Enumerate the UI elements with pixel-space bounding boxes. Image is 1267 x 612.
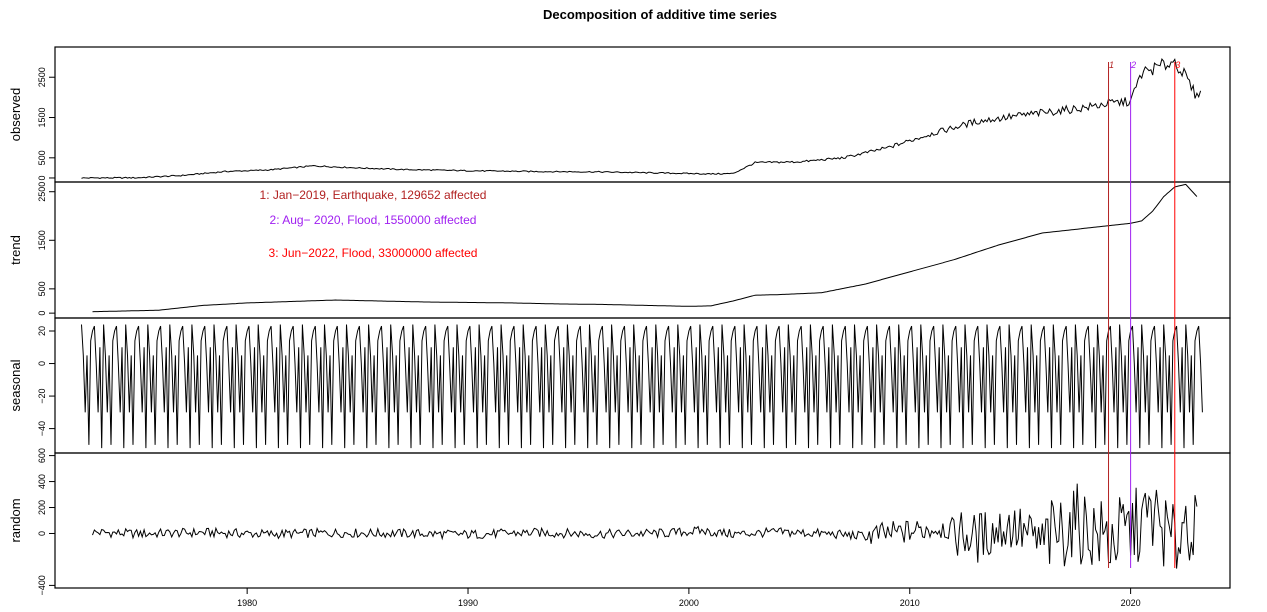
series-line-random <box>92 483 1198 569</box>
y-tick-label-random: 200 <box>37 500 47 515</box>
series-line-seasonal <box>81 324 1203 449</box>
event-annotation-2: 2: Aug− 2020, Flood, 1550000 affected <box>270 213 477 227</box>
plot-area: observed 0 500 1500 2500 trend 0 500 1500 2500 sea… <box>8 46 1231 608</box>
y-tick-label-random: 400 <box>37 474 47 489</box>
panel-ylabel-trend: trend <box>8 235 23 265</box>
panel-ylabel-observed: observed <box>8 88 23 141</box>
panel-frame-trend <box>54 181 1231 319</box>
x-tick-label: 1990 <box>458 598 478 608</box>
chart-title: Decomposition of additive time series <box>543 7 777 22</box>
y-tick-label-seasonal: −20 <box>37 388 47 403</box>
event-annotation-1: 1: Jan−2019, Earthquake, 129652 affected <box>260 188 487 202</box>
event-marker-1: 1 <box>1109 60 1114 70</box>
y-tick-label-trend: 2500 <box>37 182 47 202</box>
y-tick-label-seasonal: −40 <box>37 421 47 436</box>
y-tick-label-random: 0 <box>37 531 47 536</box>
y-tick-label-trend: 500 <box>37 281 47 296</box>
x-tick-label: 2020 <box>1121 598 1141 608</box>
event-annotation-3: 3: Jun−2022, Flood, 33000000 affected <box>269 246 478 260</box>
panel-frame-random <box>54 452 1231 589</box>
x-tick-label: 1980 <box>237 598 257 608</box>
y-tick-label-observed: 0 <box>37 175 47 180</box>
event-marker-3: 3 <box>1175 60 1180 70</box>
event-marker-2: 2 <box>1130 60 1136 70</box>
y-tick-label-random: −400 <box>37 575 47 595</box>
y-tick-label-trend: 0 <box>37 311 47 316</box>
y-tick-label-observed: 2500 <box>37 67 47 87</box>
series-line-trend <box>92 183 1198 313</box>
x-tick-label: 2000 <box>679 598 699 608</box>
series-line-observed <box>81 58 1202 180</box>
y-tick-label-observed: 500 <box>37 150 47 165</box>
y-tick-label-random: 600 <box>37 448 47 463</box>
y-tick-label-observed: 1500 <box>37 108 47 128</box>
panel-ylabel-seasonal: seasonal <box>8 359 23 411</box>
y-tick-label-trend: 1500 <box>37 230 47 250</box>
y-tick-label-seasonal: 20 <box>37 326 47 336</box>
y-tick-label-seasonal: 0 <box>37 361 47 366</box>
panel-ylabel-random: random <box>8 498 23 542</box>
x-tick-label: 2010 <box>900 598 920 608</box>
